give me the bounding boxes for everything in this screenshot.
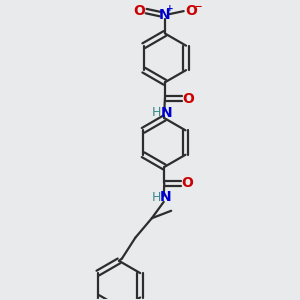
Text: N: N (159, 8, 171, 22)
Text: +: + (167, 4, 174, 13)
Text: O: O (182, 92, 194, 106)
Text: H: H (152, 191, 161, 204)
Text: O: O (182, 176, 194, 190)
Text: N: N (160, 106, 172, 120)
Text: H: H (152, 106, 161, 119)
Text: −: − (194, 2, 201, 11)
Text: N: N (160, 190, 172, 204)
Text: O: O (185, 4, 197, 17)
Text: O: O (133, 4, 145, 17)
